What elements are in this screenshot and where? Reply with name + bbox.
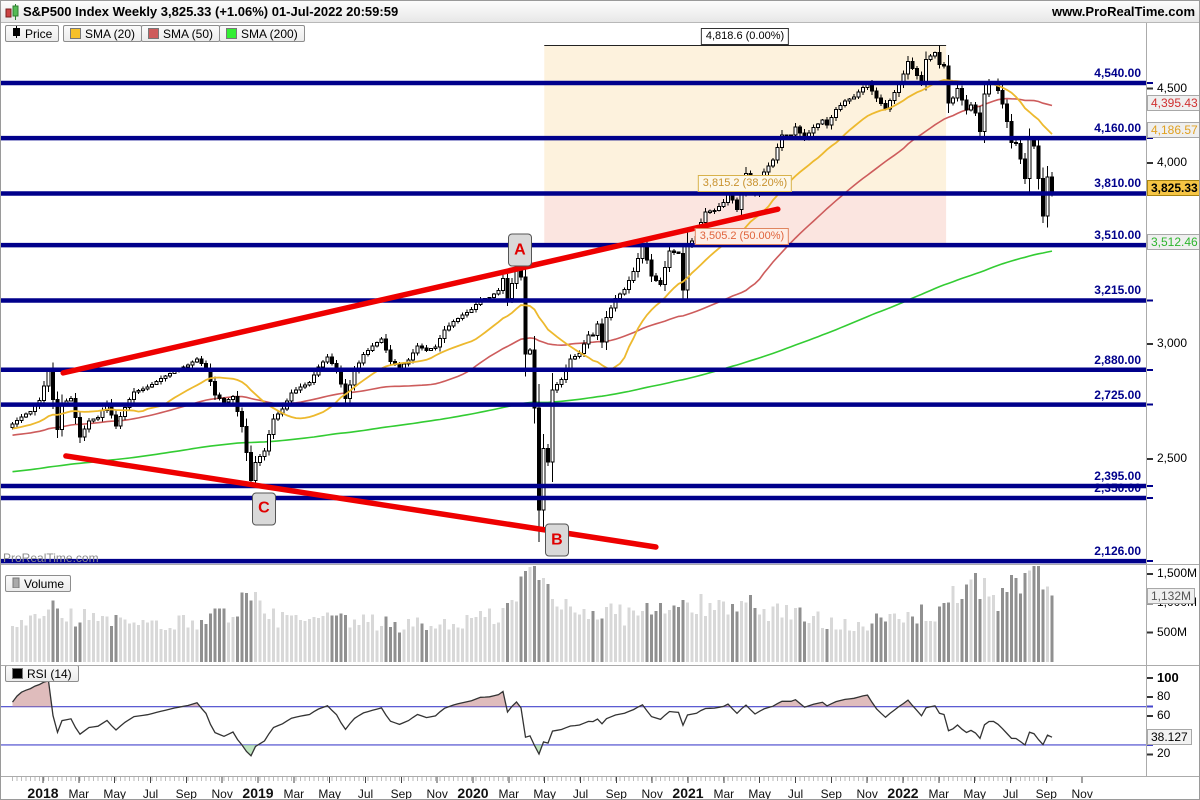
time-label-Jul-15: Jul — [572, 787, 589, 800]
time-label-Mar-1: Mar — [68, 787, 90, 800]
sma20-current-box[interactable]: 4,186.57 — [1147, 122, 1199, 139]
volume-bar-icon — [12, 577, 20, 591]
level-label-3510[interactable]: 3,510.00 — [1094, 228, 1141, 243]
candlestick-logo-icon — [5, 4, 20, 25]
time-label-Nov-29: Nov — [1071, 787, 1093, 800]
time-label-Jul-27: Jul — [1002, 787, 1019, 800]
chart-title: S&P500 Index Weekly 3,825.33 (+1.06%) 01… — [23, 4, 399, 19]
time-label-May-2: May — [103, 787, 127, 800]
legend-rsi-button[interactable]: RSI (14) — [5, 665, 79, 682]
time-label-Mar-7: Mar — [283, 787, 305, 800]
price-axis-tick-4500: 4,500 — [1157, 80, 1188, 95]
time-label-Sep-4: Sep — [175, 787, 197, 800]
time-label-2022-24: 2022 — [887, 785, 919, 800]
legend-price-button[interactable]: Price — [5, 25, 60, 42]
volume-axis-tick-500: 500M — [1157, 624, 1188, 639]
legend-rsi-label: RSI (14) — [27, 666, 72, 681]
time-label-May-14: May — [533, 787, 557, 800]
time-label-Jul-21: Jul — [787, 787, 804, 800]
time-label-Nov-5: Nov — [211, 787, 233, 800]
fib-level-0-label[interactable]: 4,818.6 (0.00%) — [700, 28, 790, 45]
time-label-Mar-19: Mar — [713, 787, 735, 800]
sma20-swatch-icon — [70, 28, 81, 39]
legend-sma200-label: SMA (200) — [241, 26, 298, 41]
price-axis-tick-3000: 3,000 — [1157, 336, 1188, 351]
fib-level-50-label[interactable]: 3,505.2 (50.00%) — [694, 228, 790, 245]
price-volume-separator[interactable] — [1, 564, 1199, 565]
price-axis-tick-2500: 2,500 — [1157, 450, 1188, 465]
sma200-current-box[interactable]: 3,512.46 — [1147, 233, 1199, 250]
point-label-A[interactable]: A — [507, 233, 532, 267]
time-label-Sep-10: Sep — [390, 787, 412, 800]
level-label-2725[interactable]: 2,725.00 — [1094, 387, 1141, 402]
rsi-axis-tick-80: 80 — [1157, 689, 1171, 704]
last-price-box[interactable]: 3,825.33 — [1147, 179, 1199, 196]
time-label-Nov-17: Nov — [641, 787, 663, 800]
legend-sma50-label: SMA (50) — [163, 26, 214, 41]
rsi-current-box[interactable]: 38.127 — [1147, 729, 1192, 746]
level-label-2126[interactable]: 2,126.00 — [1094, 544, 1141, 559]
rsi-axis-separator — [1, 776, 1199, 777]
legend-price-label: Price — [25, 26, 53, 41]
legend-sma20-button[interactable]: SMA (20) — [63, 25, 143, 42]
point-label-C[interactable]: C — [251, 492, 276, 525]
legend-sma200-button[interactable]: SMA (200) — [219, 25, 305, 42]
time-label-May-26: May — [963, 787, 987, 800]
time-label-Sep-22: Sep — [820, 787, 842, 800]
time-label-Sep-28: Sep — [1035, 787, 1057, 800]
legend-sma50-button[interactable]: SMA (50) — [141, 25, 221, 42]
level-label-2880[interactable]: 2,880.00 — [1094, 352, 1141, 367]
time-label-Mar-13: Mar — [498, 787, 520, 800]
rsi-axis-tick-60: 60 — [1157, 708, 1171, 723]
title-bar: S&P500 Index Weekly 3,825.33 (+1.06%) 01… — [1, 1, 1199, 25]
level-label-4160[interactable]: 4,160.00 — [1094, 121, 1141, 136]
rsi-swatch-icon — [12, 668, 23, 679]
level-label-3810[interactable]: 3,810.00 — [1094, 176, 1141, 191]
legend-sma20-label: SMA (20) — [85, 26, 136, 41]
time-label-May-20: May — [748, 787, 772, 800]
watermark: ProRealTime.com — [3, 551, 99, 565]
point-label-B[interactable]: B — [544, 523, 569, 557]
legend-volume-button[interactable]: Volume — [5, 575, 72, 592]
volume-rsi-separator[interactable] — [1, 665, 1199, 666]
volume-axis-tick-1500: 1,500M — [1157, 566, 1198, 581]
time-label-Nov-11: Nov — [426, 787, 448, 800]
time-label-May-8: May — [318, 787, 342, 800]
time-label-Nov-23: Nov — [856, 787, 878, 800]
time-label-2020-12: 2020 — [457, 785, 489, 800]
rsi-axis-tick-20: 20 — [1157, 746, 1171, 761]
sma50-current-box[interactable]: 4,395.43 — [1147, 95, 1199, 112]
price-axis-separator[interactable] — [1146, 23, 1147, 776]
time-label-Sep-16: Sep — [605, 787, 627, 800]
time-label-Mar-25: Mar — [928, 787, 950, 800]
level-label-3215[interactable]: 3,215.00 — [1094, 283, 1141, 298]
time-label-2021-18: 2021 — [672, 785, 704, 800]
fib-level-382-label[interactable]: 3,815.2 (38.20%) — [697, 175, 793, 192]
level-label-2395[interactable]: 2,395.00 — [1094, 469, 1141, 483]
volume-current-box[interactable]: 1,132M — [1147, 587, 1196, 604]
time-label-Jul-3: Jul — [142, 787, 159, 800]
time-label-Jul-9: Jul — [357, 787, 374, 800]
rsi-axis-tick-100: 100 — [1157, 670, 1179, 685]
price-candle-icon — [12, 26, 21, 41]
price-axis-tick-4000: 4,000 — [1157, 154, 1188, 169]
site-link[interactable]: www.ProRealTime.com — [1051, 4, 1195, 19]
level-label-2350[interactable]: 2,350.00 — [1094, 480, 1141, 495]
sma50-swatch-icon — [148, 28, 159, 39]
legend-volume-label: Volume — [24, 576, 65, 591]
time-label-2018-0: 2018 — [27, 785, 59, 800]
sma200-swatch-icon — [226, 28, 237, 39]
time-label-2019-6: 2019 — [242, 785, 274, 800]
level-label-4540[interactable]: 4,540.00 — [1094, 66, 1141, 80]
